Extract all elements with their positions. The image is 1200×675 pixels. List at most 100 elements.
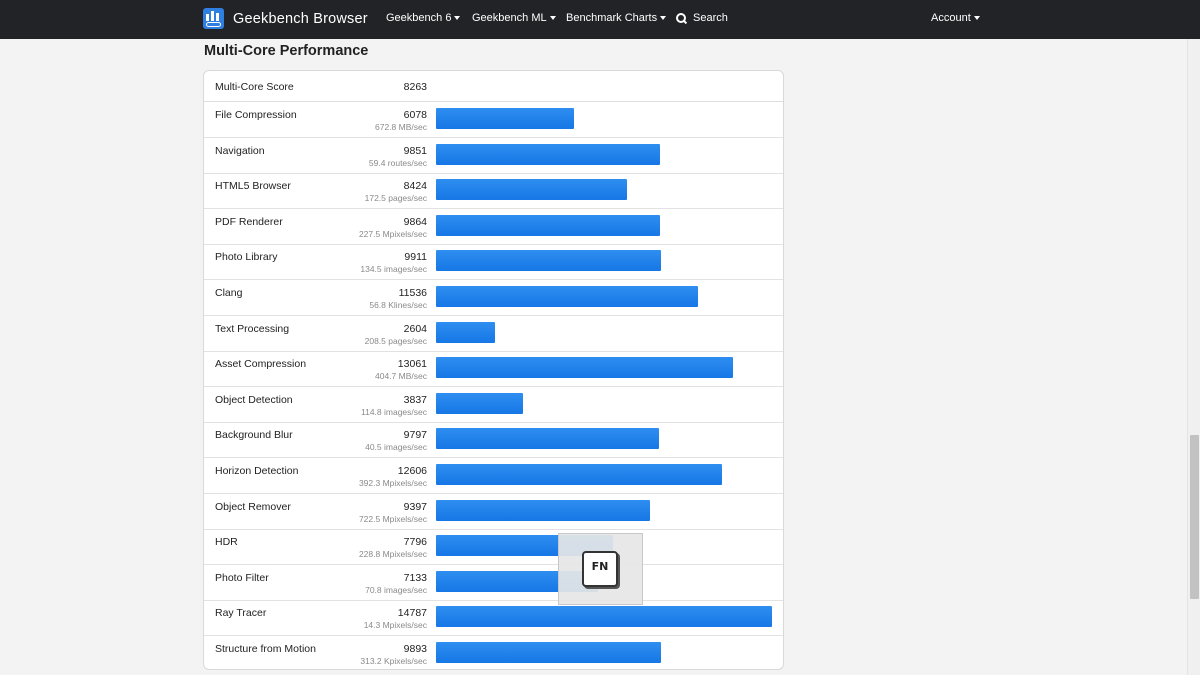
- nav-item-label: Geekbench ML: [472, 12, 547, 24]
- score-bar: [436, 499, 650, 521]
- score-bar: [436, 286, 698, 307]
- table-row: Object Remover 9397 722.5 Mpixels/sec: [204, 494, 783, 530]
- benchmark-throughput: 59.4 routes/sec: [368, 157, 427, 168]
- nav-item-label: Benchmark Charts: [566, 12, 658, 24]
- benchmark-score: 11536: [398, 287, 427, 299]
- score-value: 8263: [403, 81, 427, 93]
- fn-key-overlay: FN: [558, 533, 643, 605]
- benchmark-name: Photo Library: [215, 251, 278, 264]
- benchmark-throughput: 14.3 Mpixels/sec: [363, 620, 427, 631]
- nav-item-label: Geekbench 6: [386, 12, 452, 24]
- benchmark-name: File Compression: [215, 109, 297, 121]
- caret-down-icon: [973, 16, 980, 20]
- benchmark-name: HDR: [215, 536, 238, 549]
- score-bar: [436, 570, 598, 592]
- table-row: Text Processing 2604 208.5 pages/sec: [204, 316, 783, 352]
- nav-account-dropdown[interactable]: Account: [931, 12, 980, 24]
- score-bar: [436, 464, 722, 485]
- page-scrollbar[interactable]: [1187, 39, 1200, 675]
- score-bar: [436, 392, 523, 414]
- caret-down-icon: [549, 16, 556, 20]
- benchmark-score: 2604: [403, 322, 427, 335]
- caret-down-icon: [660, 16, 667, 20]
- top-navbar: Geekbench Browser Geekbench 6 Geekbench …: [0, 0, 1200, 39]
- score-bar: [436, 179, 627, 201]
- table-row: Clang 11536 56.8 Klines/sec: [204, 280, 783, 316]
- benchmark-throughput: 114.8 images/sec: [361, 406, 427, 417]
- benchmark-score: 8424: [403, 180, 427, 193]
- benchmark-throughput: 722.5 Mpixels/sec: [358, 513, 427, 524]
- benchmark-throughput: 70.8 images/sec: [365, 584, 427, 595]
- benchmark-throughput: 392.3 Mpixels/sec: [358, 478, 427, 488]
- search-icon: [676, 12, 687, 24]
- benchmark-throughput: 40.5 images/sec: [365, 442, 427, 453]
- score-bar: [436, 428, 659, 450]
- benchmark-score: 9797: [403, 429, 427, 442]
- table-row: Photo Library 9911 134.5 images/sec: [204, 244, 783, 281]
- benchmark-throughput: 404.7 MB/sec: [375, 371, 427, 382]
- table-row: Asset Compression 13061 404.7 MB/sec: [204, 351, 783, 388]
- table-row: PDF Renderer 9864 227.5 Mpixels/sec: [204, 209, 783, 245]
- table-row: Ray Tracer 14787 14.3 Mpixels/sec: [204, 600, 783, 637]
- benchmark-throughput: 172.5 pages/sec: [364, 193, 427, 204]
- benchmark-score: 6078: [403, 109, 427, 121]
- benchmark-name: Photo Filter: [215, 571, 269, 584]
- benchmark-score: 9911: [404, 251, 427, 264]
- benchmark-throughput: 134.5 images/sec: [360, 264, 427, 275]
- table-row: Structure from Motion 9893 313.2 Kpixels/s…: [204, 636, 783, 669]
- multi-core-score-row: Multi-Core Score 8263: [204, 71, 783, 102]
- benchmark-score: 9851: [403, 144, 427, 157]
- benchmark-name: Clang: [215, 287, 243, 299]
- score-bar: [436, 321, 495, 343]
- table-row: HTML5 Browser 8424 172.5 pages/sec: [204, 173, 783, 210]
- benchmark-throughput: 208.5 pages/sec: [364, 335, 427, 346]
- score-bar: [436, 642, 661, 663]
- table-row: Background Blur 9797 40.5 images/sec: [204, 422, 783, 459]
- benchmark-name: PDF Renderer: [215, 215, 283, 228]
- nav-geekbench6-dropdown[interactable]: Geekbench 6: [386, 12, 461, 24]
- benchmark-name: Text Processing: [215, 322, 290, 335]
- score-bar: [436, 143, 660, 165]
- benchmark-throughput: 313.2 Kpixels/sec: [360, 656, 427, 666]
- fn-key-icon: FN: [582, 551, 618, 587]
- benchmark-name: HTML5 Browser: [215, 180, 291, 193]
- nav-search-link[interactable]: Search: [676, 12, 728, 24]
- benchmark-name: Asset Compression: [215, 358, 307, 371]
- scrollbar-thumb[interactable]: [1190, 435, 1199, 599]
- score-bar: [436, 357, 733, 379]
- nav-account-label: Account: [931, 12, 971, 24]
- benchmark-throughput: 56.8 Klines/sec: [369, 300, 427, 310]
- benchmark-name: Ray Tracer: [215, 607, 267, 620]
- table-row: Navigation 9851 59.4 routes/sec: [204, 138, 783, 174]
- page-title: Multi-Core Performance: [204, 43, 369, 59]
- brand-link[interactable]: Geekbench Browser: [203, 8, 368, 29]
- nav-benchmark-charts-dropdown[interactable]: Benchmark Charts: [566, 12, 667, 24]
- benchmark-score: 9893: [403, 643, 427, 655]
- nav-search-label: Search: [693, 12, 728, 24]
- benchmark-score: 14787: [397, 607, 427, 620]
- geekbench-logo-icon: [203, 8, 224, 29]
- benchmark-name: Object Detection: [215, 393, 293, 406]
- score-bar: [436, 108, 574, 129]
- brand-name: Geekbench Browser: [233, 10, 368, 27]
- table-row: Horizon Detection 12606 392.3 Mpixels/sec: [204, 458, 783, 494]
- benchmark-score: 7133: [403, 571, 427, 584]
- score-bar: [436, 606, 772, 628]
- benchmark-name: Navigation: [215, 144, 265, 157]
- benchmark-name: Structure from Motion: [215, 643, 316, 655]
- table-row: HDR 7796 228.8 Mpixels/sec: [204, 529, 783, 566]
- score-bar: [436, 214, 660, 236]
- table-row: Photo Filter 7133 70.8 images/sec: [204, 565, 783, 601]
- score-bar: [436, 250, 661, 272]
- caret-down-icon: [454, 16, 461, 20]
- benchmark-throughput: 228.8 Mpixels/sec: [358, 549, 427, 560]
- benchmark-throughput: 227.5 Mpixels/sec: [358, 228, 427, 239]
- benchmark-score: 12606: [397, 465, 427, 477]
- benchmark-score: 3837: [403, 393, 427, 406]
- score-label: Multi-Core Score: [215, 81, 294, 93]
- nav-geekbench-ml-dropdown[interactable]: Geekbench ML: [472, 12, 556, 24]
- table-row: File Compression 6078 672.8 MB/sec: [204, 102, 783, 138]
- table-row: Object Detection 3837 114.8 images/sec: [204, 387, 783, 423]
- benchmark-name: Object Remover: [215, 500, 291, 513]
- benchmark-name: Horizon Detection: [215, 465, 299, 477]
